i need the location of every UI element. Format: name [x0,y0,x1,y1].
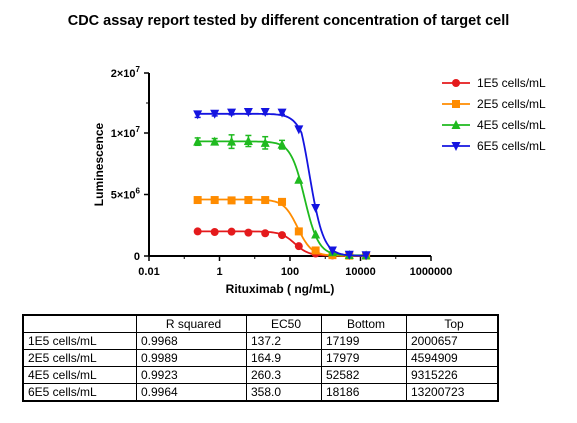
table-cell: 358.0 [246,383,322,402]
table-cell: 0.9968 [136,332,247,350]
x-tick-label: 0.01 [138,266,159,278]
table-header-row: R squared EC50 Bottom Top [22,314,499,333]
fit-results-table: R squared EC50 Bottom Top 1E5 cells/mL 0… [22,314,499,402]
y-axis-title: Luminescence [92,122,106,206]
data-point [210,228,219,237]
data-point [277,139,287,149]
dose-response-chart: 0 5×106 1×107 2×107 0.01 1 100 10000 1000000 Ritu… [92,65,546,296]
data-point [210,196,219,205]
x-tick-label: 10000 [345,266,376,278]
table-cell: 2000657 [406,332,499,350]
table-row: 4E5 cells/mL 0.9923 260.3 52582 9315226 [22,366,499,384]
data-point [193,196,202,205]
table-cell: 6E5 cells/mL [22,383,137,402]
data-point [278,197,287,206]
table-cell: 2E5 cells/mL [22,349,137,367]
data-point [311,204,321,214]
data-point [261,196,270,205]
x-tick-label: 1 [216,266,222,278]
table-cell: 52582 [321,366,407,384]
chart-title: CDC assay report tested by different con… [67,13,510,29]
table-cell: 0.9923 [136,366,247,384]
data-point [260,137,270,147]
x-tick-label: 100 [281,266,299,278]
x-axis-title: Rituximab ( ng/mL) [226,282,335,296]
legend-marker [451,120,461,129]
legend-label: 2E5 cells/mL [477,97,546,111]
data-point [294,125,304,135]
data-point [210,136,220,146]
data-point [294,174,304,184]
data-point [193,136,203,146]
data-point [243,108,253,117]
data-point [227,108,237,118]
table-cell: 137.2 [246,332,322,350]
table-cell: 18186 [321,383,407,402]
data-point [261,229,270,238]
data-point [227,227,236,236]
data-point [227,136,237,146]
fit-curve [197,198,367,257]
legend-label: 4E5 cells/mL [477,118,546,132]
y-tick-label: 2×107 [111,65,141,80]
table-header-cell: R squared [136,314,247,333]
table-cell: 164.9 [246,349,322,367]
legend-marker [452,100,460,108]
data-point [277,108,287,118]
data-point [311,246,320,255]
data-point [243,135,253,145]
data-point [294,227,303,236]
legend-marker [451,142,461,151]
table-cell: 17979 [321,349,407,367]
data-point [193,227,202,236]
table-header-cell: EC50 [246,314,322,333]
table-cell: 13200723 [406,383,499,402]
data-point [344,250,354,260]
table-row: 6E5 cells/mL 0.9964 358.0 18186 13200723 [22,383,499,402]
table-cell: 17199 [321,332,407,350]
data-point [260,108,270,117]
table-cell: 4E5 cells/mL [22,366,137,384]
data-point [210,109,220,119]
data-point [294,242,303,251]
table-header-cell: Top [406,314,499,333]
y-tick-label: 1×107 [111,125,141,140]
table-row: 2E5 cells/mL 0.9989 164.9 17979 4594909 [22,349,499,367]
table-cell: 0.9989 [136,349,247,367]
table-header-cell: Bottom [321,314,407,333]
table-cell: 0.9964 [136,383,247,402]
table-header-cell [22,314,137,333]
data-point [327,246,337,256]
table-cell: 4594909 [406,349,499,367]
data-point [278,231,287,240]
y-tick-label: 0 [134,251,140,263]
y-tick-label: 5×106 [111,187,141,202]
table-cell: 1E5 cells/mL [22,332,137,350]
data-point [311,229,321,239]
data-point [244,228,253,237]
table-cell: 260.3 [246,366,322,384]
table-row: 1E5 cells/mL 0.9968 137.2 17199 2000657 [22,332,499,350]
data-point [361,251,371,261]
x-tick-label: 1000000 [410,266,453,278]
data-point [227,196,236,205]
legend-label: 6E5 cells/mL [477,139,546,153]
table-cell: 9315226 [406,366,499,384]
legend-marker [452,79,460,87]
data-point [244,196,253,205]
data-point [193,110,203,120]
legend-label: 1E5 cells/mL [477,76,546,90]
